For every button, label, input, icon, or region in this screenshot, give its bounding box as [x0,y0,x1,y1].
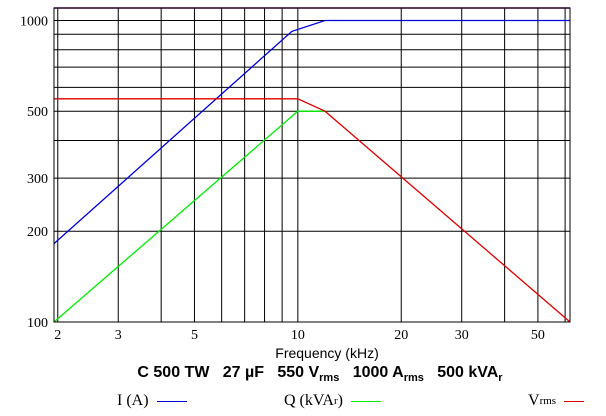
caption-power-sub: r [498,372,503,384]
y-tick-label: 200 [27,225,48,240]
plot-frame [53,7,571,323]
x-tick-label: 50 [531,328,545,343]
series-line [54,98,571,323]
series-lines [53,19,571,323]
chart-caption: C 500 TW 27 µF 550 Vrms 1000 Arms 500 kV… [0,364,606,384]
y-tick-label: 1000 [20,14,48,29]
caption-current-sub: rms [403,372,424,384]
legend-current-label: I (A) [117,392,149,409]
legend-voltage-sub: rms [539,395,557,407]
caption-power: 500 kVAr [437,364,503,384]
x-axis-label: Frequency (kHz) [275,345,378,361]
legend-reactive-sub: r [333,395,338,407]
series-line [53,19,570,245]
x-tick-label: 30 [455,328,469,343]
caption-voltage-sub: rms [319,372,340,384]
series-line [53,110,325,323]
legend-voltage-swatch [564,400,585,402]
y-tick-label: 100 [27,316,48,331]
legend-voltage-label: V [528,392,540,409]
caption-voltage-value: 550 V [277,364,320,381]
legend-reactive-close: ) [337,392,343,409]
x-tick-label: 20 [394,328,408,343]
x-tick-label: 3 [115,328,122,343]
y-tick-label: 300 [27,172,48,187]
legend-reactive-label: Q (kVA [284,392,334,409]
grid [54,7,570,323]
x-tick-label: 5 [191,328,198,343]
caption-current-value: 1000 A [352,364,404,381]
legend-reactive: Q (kVA r) [284,392,381,410]
legend-current: I (A) [117,392,187,410]
x-tick-label: 2 [54,328,61,343]
legend-current-swatch [156,400,187,402]
legend-reactive-swatch [350,400,381,402]
caption-capacitance: 27 µF [222,364,264,381]
caption-voltage: 550 Vrms [277,364,340,384]
tick-labels: 2 3 5 10 20 30 50 100 200 300 500 1000 [20,14,545,343]
chart: 2 3 5 10 20 30 50 100 200 300 500 1000 Frequency (k… [20,7,571,361]
x-tick-label: 10 [291,328,305,343]
caption-current: 1000 Arms [352,364,424,384]
y-tick-label: 500 [27,105,48,120]
caption-model: C 500 TW [137,364,210,381]
caption-power-value: 500 kVA [437,364,499,381]
